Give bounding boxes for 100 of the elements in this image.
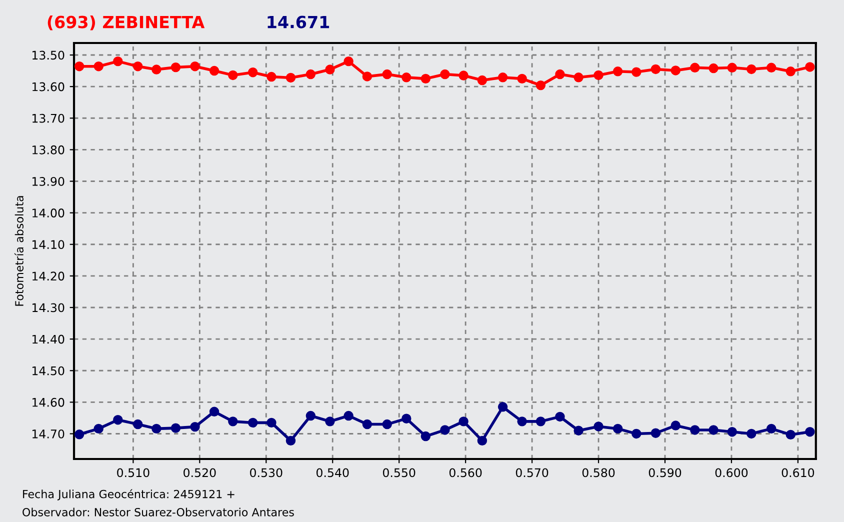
point [132, 419, 143, 430]
point [498, 72, 508, 82]
y-tick-label: 14.40 [32, 334, 64, 344]
point [650, 428, 661, 438]
point [266, 72, 276, 82]
point [113, 414, 123, 425]
y-tick-label: 14.50 [32, 366, 64, 376]
point [670, 66, 680, 76]
y-tick-label: 14.60 [32, 398, 64, 407]
point [170, 423, 181, 433]
x-tick-label: 0.590 [648, 468, 682, 478]
x-tick-label: 0.560 [449, 468, 482, 478]
y-tick-label: 13.60 [32, 82, 64, 92]
y-tick-label: 13.90 [32, 176, 64, 186]
point [74, 62, 84, 72]
point [420, 74, 431, 84]
point [152, 64, 162, 74]
point [248, 418, 258, 428]
point [248, 68, 258, 78]
point [325, 416, 335, 426]
y-tick-label: 13.70 [32, 114, 64, 123]
point [286, 72, 296, 83]
point [306, 69, 316, 80]
point [805, 426, 815, 437]
point [786, 430, 796, 440]
point [536, 416, 546, 426]
point [594, 422, 604, 432]
point [344, 410, 354, 421]
point [420, 431, 431, 442]
x-tick-label: 0.610 [782, 468, 814, 478]
point [632, 67, 642, 77]
point [477, 436, 488, 446]
point [746, 64, 756, 74]
x-tick-label: 0.530 [250, 468, 282, 478]
point [325, 64, 335, 74]
point [382, 69, 392, 80]
point [612, 66, 623, 76]
point [477, 75, 488, 86]
point [440, 69, 450, 80]
point [190, 422, 200, 432]
point [517, 74, 527, 84]
point [727, 62, 737, 72]
point [190, 62, 200, 72]
point [113, 56, 123, 66]
point [690, 425, 700, 435]
chart-title: (693) ZEBINETTA [48, 15, 205, 30]
point [727, 426, 737, 437]
point [170, 62, 181, 72]
point [362, 72, 372, 82]
point [670, 420, 680, 430]
point [344, 56, 354, 66]
y-tick-label: 14.00 [32, 208, 64, 218]
point [94, 62, 104, 72]
point [650, 64, 661, 74]
chart-subtitle: 14.671 [268, 16, 330, 28]
point [209, 406, 220, 417]
point [402, 72, 412, 82]
point [612, 424, 623, 434]
point [209, 66, 220, 76]
y-tick-label: 14.30 [32, 303, 64, 312]
point [805, 62, 815, 72]
point [594, 70, 604, 80]
x-tick-label: 0.570 [516, 468, 548, 478]
y-axis-title: Fotometría absoluta [14, 196, 24, 306]
point [94, 424, 104, 434]
point [632, 428, 642, 439]
point [517, 416, 527, 426]
x-tick-label: 0.600 [715, 468, 748, 478]
point [458, 70, 468, 80]
y-tick-label: 14.70 [32, 429, 64, 438]
x-tick-label: 0.520 [184, 468, 216, 478]
point [690, 62, 700, 72]
point [402, 414, 412, 424]
point [440, 425, 450, 435]
text: Observador: Nestor Suarez-Observatorio Antares [22, 508, 294, 516]
point [746, 428, 756, 439]
point [536, 80, 546, 90]
point [362, 419, 372, 430]
y-tick-label: 14.10 [32, 240, 64, 250]
point [382, 419, 392, 430]
point [152, 424, 162, 434]
point [132, 62, 143, 72]
point [228, 70, 238, 80]
point [306, 410, 316, 421]
x-tick-label: 0.510 [117, 468, 150, 478]
text: Fecha Juliana Geocéntrica: 2459121 + [23, 489, 234, 500]
point [708, 425, 718, 435]
point [74, 430, 84, 440]
point [286, 436, 296, 446]
point [766, 424, 776, 434]
point [228, 416, 238, 426]
point [786, 66, 796, 76]
x-tick-label: 0.540 [316, 468, 349, 478]
x-tick-label: 0.550 [382, 468, 416, 478]
point [555, 412, 565, 422]
point [266, 418, 276, 428]
point [766, 62, 776, 72]
point [574, 72, 584, 82]
y-tick-label: 13.50 [32, 50, 64, 60]
point [574, 426, 584, 436]
